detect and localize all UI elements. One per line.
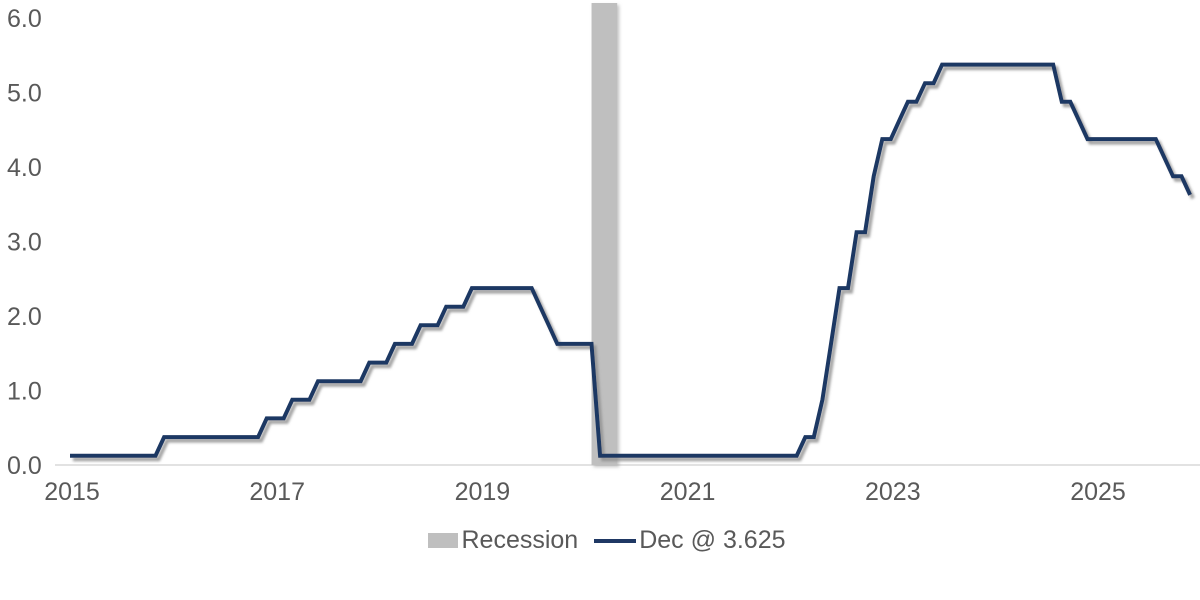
x-tick-label: 2023 [865,478,921,506]
recession-band-swatch [428,533,459,548]
x-tick-label: 2015 [44,478,100,506]
x-tick-label: 2019 [455,478,511,506]
y-tick-label: 1.0 [7,378,42,406]
rate-line [70,62,1192,458]
y-tick-label: 5.0 [7,80,42,108]
legend-item-rate-series: Dec @ 3.625 [594,526,786,555]
x-tick-label: 2025 [1070,478,1126,506]
y-tick-label: 3.0 [7,229,42,257]
recession-legend-label: Recession [461,526,579,554]
legend-item-recession: Recession [428,526,578,555]
rate-line-swatch [594,538,637,543]
y-tick-label: 0.0 [7,452,42,480]
x-tick-label: 2021 [660,478,716,506]
rate-series-legend-label: Dec @ 3.625 [639,526,786,554]
y-tick-label: 2.0 [7,303,42,331]
chart-legend: Recession Dec @ 3.625 [0,526,1200,555]
y-tick-label: 6.0 [7,5,42,33]
x-tick-label: 2017 [249,478,305,506]
y-tick-label: 4.0 [7,154,42,182]
